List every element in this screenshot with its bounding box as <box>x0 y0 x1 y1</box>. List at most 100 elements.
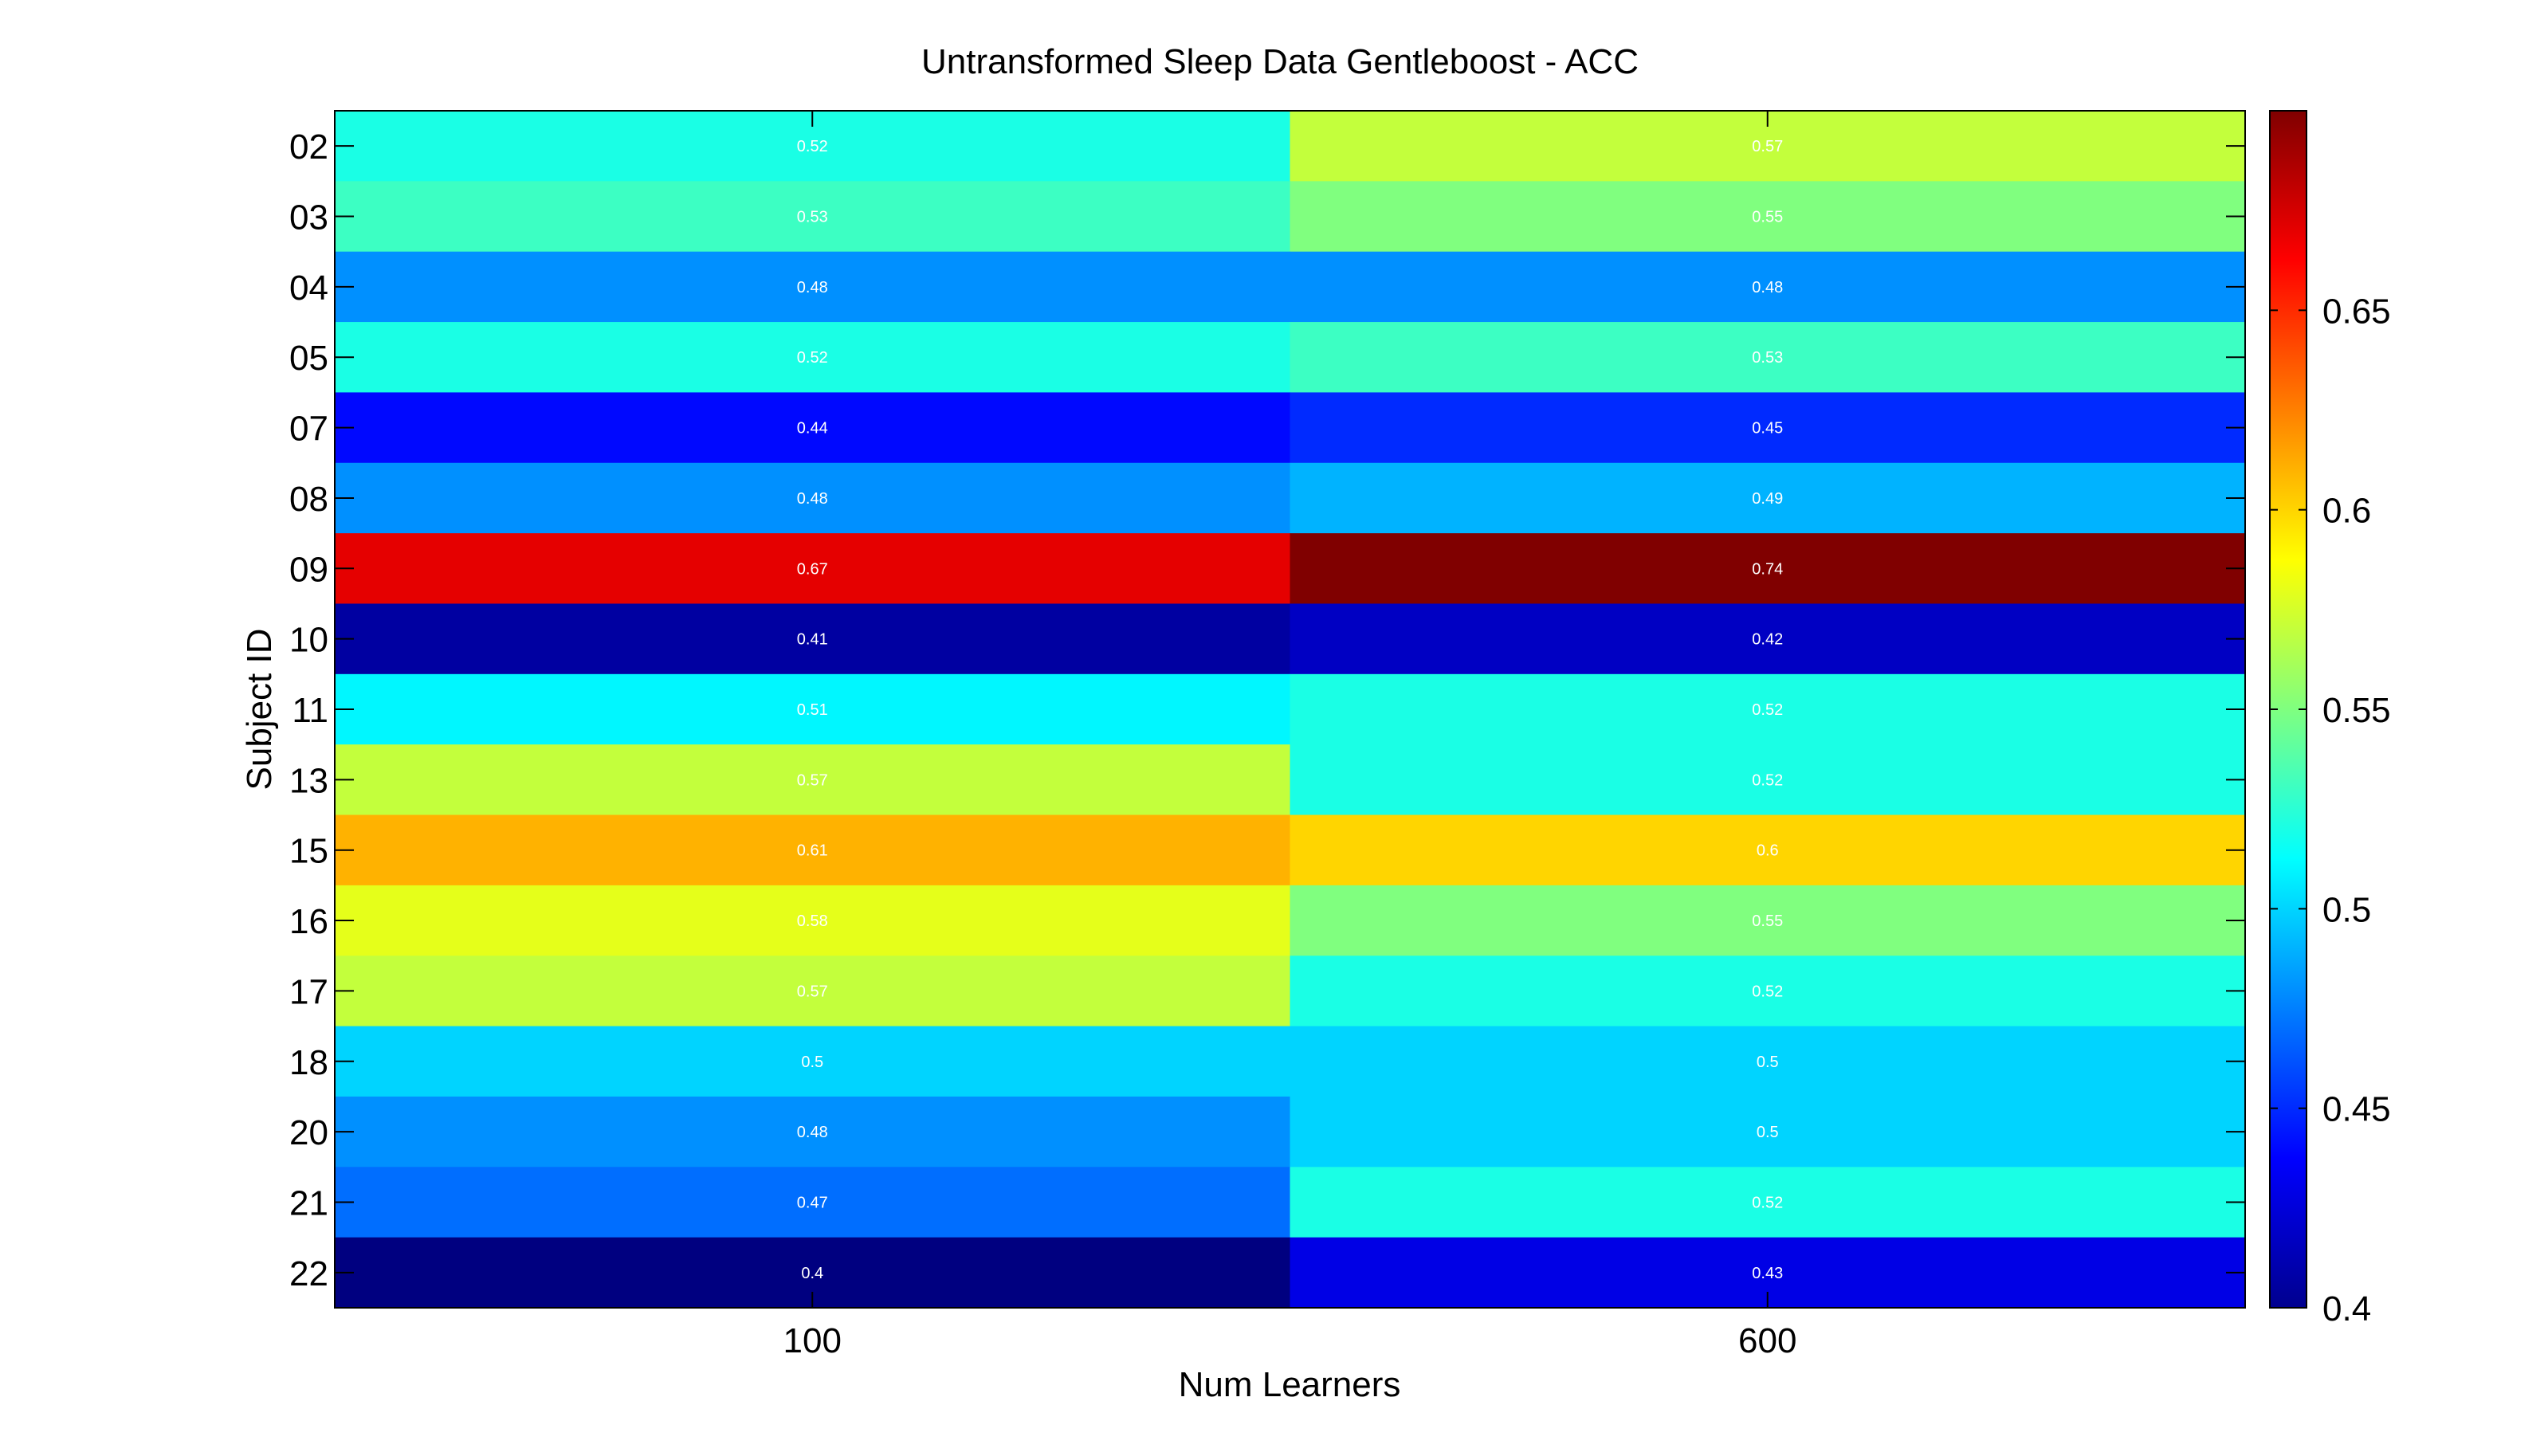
colorbar-tick-label: 0.45 <box>2322 1090 2391 1129</box>
heatmap-cell <box>335 885 1290 956</box>
cell-value-label: 0.5 <box>801 1054 823 1071</box>
cell-value-label: 0.58 <box>797 912 828 930</box>
heatmap-cell <box>1290 392 2246 464</box>
heatmap-cells <box>335 111 2246 1309</box>
x-tick-label: 100 <box>783 1321 842 1360</box>
heatmap-cell <box>1290 885 2246 956</box>
y-tick-label: 10 <box>289 621 328 660</box>
cell-value-label: 0.67 <box>797 560 828 578</box>
y-tick-label: 11 <box>292 691 328 730</box>
heatmap-cell <box>335 251 1290 323</box>
cell-value-label: 0.47 <box>797 1194 828 1211</box>
cell-value-label: 0.45 <box>1752 420 1783 438</box>
heatmap-cell-labels: 0.52 0.57 0.53 0.55 0.48 0.48 0.52 0.53 0.44 0.45… <box>797 138 1783 1282</box>
x-axis-tick-labels: 100 600 <box>783 1321 1797 1360</box>
x-axis-label: Num Learners <box>1179 1365 1401 1404</box>
cell-value-label: 0.53 <box>797 209 828 226</box>
y-tick-label: 20 <box>289 1113 328 1152</box>
heatmap-cell <box>335 462 1290 534</box>
cell-value-label: 0.57 <box>797 771 828 789</box>
cell-value-label: 0.5 <box>1757 1054 1779 1071</box>
heatmap-cell <box>335 1096 1290 1168</box>
cell-value-label: 0.44 <box>797 420 828 438</box>
cell-value-label: 0.49 <box>1752 490 1783 508</box>
y-tick-label: 03 <box>289 198 328 237</box>
heatmap-cell <box>335 744 1290 816</box>
cell-value-label: 0.57 <box>1752 138 1783 155</box>
cell-value-label: 0.52 <box>1752 771 1783 789</box>
colorbar-ticks: 0.4 0.45 0.5 0.55 0.6 0.65 <box>2270 292 2391 1328</box>
heatmap-cell <box>1290 673 2246 745</box>
cell-value-label: 0.48 <box>797 1124 828 1141</box>
y-tick-label: 13 <box>289 761 328 800</box>
colorbar-tick-label: 0.55 <box>2322 691 2391 730</box>
cell-value-label: 0.42 <box>1752 631 1783 649</box>
axis-ticks <box>335 111 2245 1308</box>
y-tick-label: 08 <box>289 480 328 519</box>
cell-value-label: 0.48 <box>797 490 828 508</box>
cell-value-label: 0.57 <box>797 983 828 1000</box>
colorbar-tick-label: 0.65 <box>2322 292 2391 331</box>
heatmap-cell <box>335 1167 1290 1238</box>
heatmap-cell <box>1290 1026 2246 1097</box>
heatmap-cell <box>1290 956 2246 1027</box>
heatmap-cell <box>1290 603 2246 675</box>
y-tick-label: 15 <box>289 832 328 871</box>
x-tick-label: 600 <box>1738 1321 1796 1360</box>
colorbar-tick-label: 0.6 <box>2322 492 2371 531</box>
heatmap-cell <box>1290 1096 2246 1168</box>
heatmap-cell <box>335 322 1290 393</box>
chart-title: Untransformed Sleep Data Gentleboost - A… <box>921 42 1639 81</box>
cell-value-label: 0.53 <box>1752 349 1783 367</box>
y-tick-label: 09 <box>289 550 328 589</box>
cell-value-label: 0.55 <box>1752 209 1783 226</box>
heatmap-cell <box>335 814 1290 886</box>
cell-value-label: 0.61 <box>797 842 828 860</box>
y-axis-tick-labels: 02 03 04 05 07 08 09 10 11 13 15 16 17 18 20 21 22 <box>289 128 328 1293</box>
heatmap-cell <box>335 673 1290 745</box>
cell-value-label: 0.55 <box>1752 912 1783 930</box>
heatmap-cell <box>335 181 1290 253</box>
y-tick-label: 02 <box>289 128 328 167</box>
y-axis-label: Subject ID <box>240 629 279 791</box>
cell-value-label: 0.48 <box>1752 279 1783 296</box>
y-tick-label: 22 <box>289 1254 328 1293</box>
cell-value-label: 0.41 <box>797 631 828 649</box>
colorbar-tick-label: 0.5 <box>2322 890 2371 929</box>
heatmap-cell <box>1290 533 2246 604</box>
heatmap-cell <box>335 956 1290 1027</box>
cell-value-label: 0.51 <box>797 701 828 719</box>
cell-value-label: 0.6 <box>1757 842 1779 860</box>
cell-value-label: 0.52 <box>1752 1194 1783 1211</box>
heatmap-cell <box>335 533 1290 604</box>
y-tick-label: 07 <box>289 410 328 449</box>
y-tick-label: 16 <box>289 902 328 941</box>
y-tick-label: 21 <box>289 1183 328 1222</box>
heatmap-cell <box>1290 1167 2246 1238</box>
heatmap-cell <box>1290 814 2246 886</box>
heatmap-cell <box>1290 462 2246 534</box>
heatmap-cell <box>335 603 1290 675</box>
cell-value-label: 0.52 <box>797 138 828 155</box>
cell-value-label: 0.52 <box>797 349 828 367</box>
cell-value-label: 0.52 <box>1752 701 1783 719</box>
cell-value-label: 0.5 <box>1757 1124 1779 1141</box>
y-tick-label: 18 <box>289 1043 328 1082</box>
cell-value-label: 0.48 <box>797 279 828 296</box>
y-tick-label: 04 <box>289 269 328 308</box>
cell-value-label: 0.74 <box>1752 560 1783 578</box>
y-tick-label: 05 <box>289 339 328 378</box>
heatmap-cell <box>335 392 1290 464</box>
cell-value-label: 0.4 <box>801 1265 823 1282</box>
colorbar-tick-label: 0.4 <box>2322 1289 2371 1328</box>
heatmap-cell <box>1290 181 2246 253</box>
cell-value-label: 0.52 <box>1752 983 1783 1000</box>
heatmap-cell <box>1290 251 2246 323</box>
heatmap-cell <box>335 1026 1290 1097</box>
cell-value-label: 0.43 <box>1752 1265 1783 1282</box>
heatmap-cell <box>1290 322 2246 393</box>
heatmap-cell <box>1290 744 2246 816</box>
y-tick-label: 17 <box>289 972 328 1011</box>
